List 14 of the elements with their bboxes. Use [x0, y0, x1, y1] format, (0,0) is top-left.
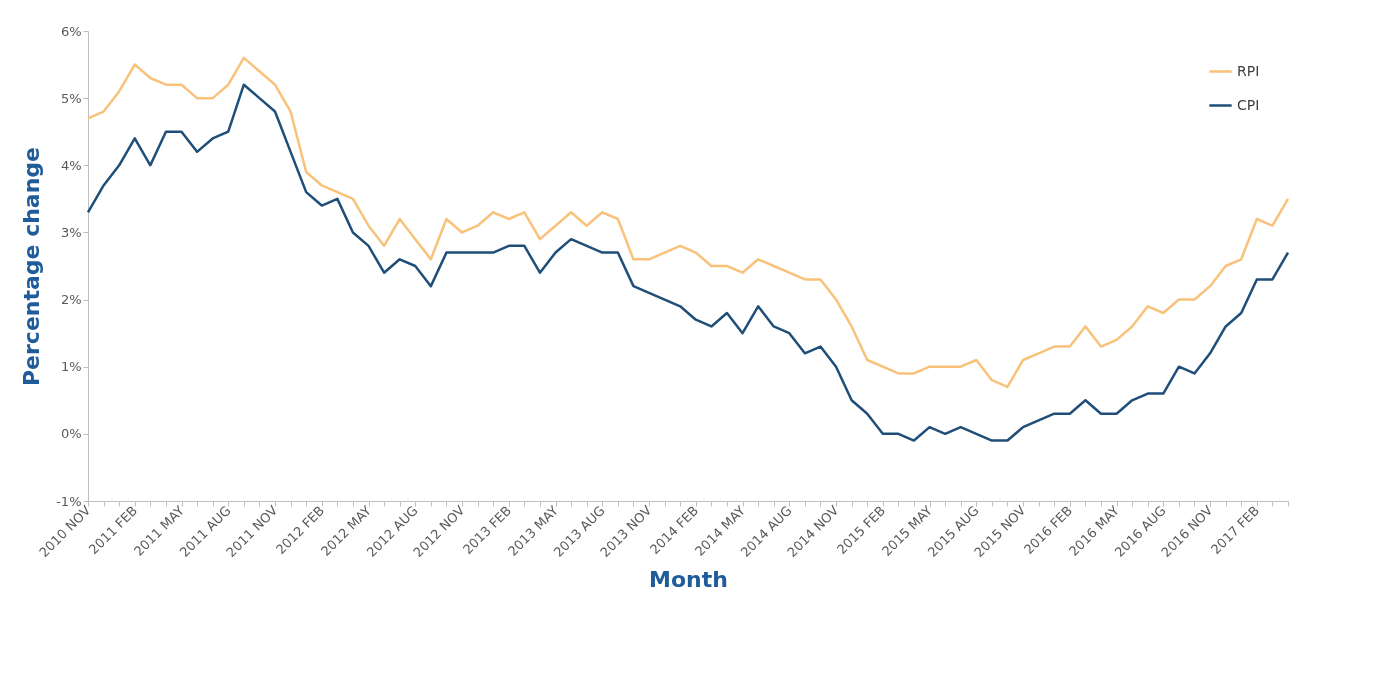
legend-label: CPI — [1237, 96, 1260, 113]
y-tick-label: 2% — [60, 292, 82, 308]
line-series — [86, 83, 1290, 442]
y-tick-label: 5% — [60, 90, 82, 106]
x-axis-title: Month — [649, 567, 728, 592]
y-tick-label: 6% — [60, 23, 82, 39]
y-axis-title: Percentage change — [19, 146, 45, 387]
y-tick-label: 3% — [60, 224, 82, 240]
legend-label: RPI — [1237, 62, 1260, 79]
line-series — [86, 56, 1290, 389]
y-tick-label: 0% — [60, 426, 82, 442]
y-tick-label: -1% — [56, 493, 82, 509]
y-tick-label: 4% — [60, 157, 82, 173]
y-tick-label: 1% — [60, 359, 82, 375]
